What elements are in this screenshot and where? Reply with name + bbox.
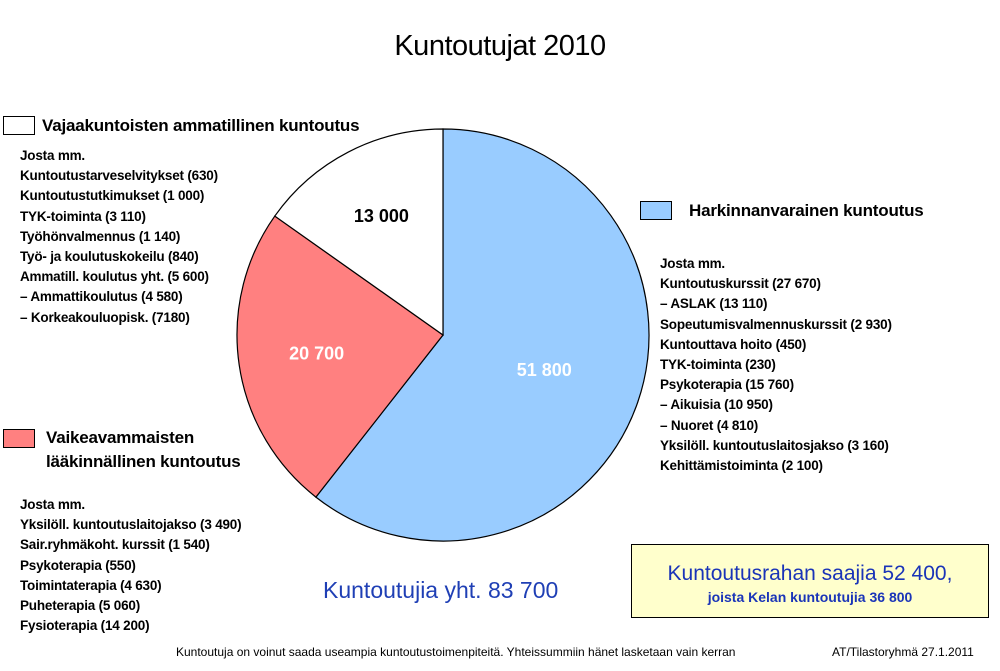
detail-item: TYK-toiminta (3 110) (20, 208, 146, 224)
details-vaik: Josta mm. Yksilöll. kuntoutuslaitojakso (… (20, 495, 242, 636)
detail-item: Yksilöll. kuntoutuslaitosjakso (3 160) (660, 437, 889, 453)
pie-slice-value-label: 20 700 (289, 344, 344, 364)
legend-label-hark: Harkinnanvarainen kuntoutus (689, 201, 924, 220)
total-label: Kuntoutujia yht. 83 700 (323, 577, 559, 603)
pie-slice (273, 128, 444, 337)
detail-item: Sair.ryhmäkoht. kurssit (1 540) (20, 537, 210, 553)
details-vaja: Josta mm. Kuntoutustarveselvitykset (630)… (20, 146, 218, 328)
detail-item: Psykoterapia (15 760) (660, 377, 794, 393)
detail-item: Kuntoutuskurssit (27 670) (660, 276, 821, 292)
detail-item: Kuntoutustarveselvitykset (630) (20, 168, 218, 184)
detail-item: Psykoterapia (550) (20, 557, 136, 573)
detail-item: Yksilöll. kuntoutuslaitojakso (3 490) (20, 517, 242, 533)
detail-item: Puheterapia (5 060) (20, 597, 141, 613)
detail-item: Sopeutumisvalmennuskurssit (2 930) (660, 316, 892, 332)
detail-item: Josta mm. (660, 256, 725, 271)
kuntoutusraha-box: Kuntoutusrahan saajia 52 400, joista Kel… (631, 544, 989, 618)
detail-item: Kehittämistoiminta (2 100) (660, 457, 823, 473)
legend-swatch-vaik (3, 429, 35, 448)
detail-item: Toimintaterapia (4 630) (20, 577, 162, 593)
details-hark: Josta mm. Kuntoutuskurssit (27 670) – ASLA… (660, 254, 892, 476)
detail-item: Työhönvalmennus (1 140) (20, 228, 181, 244)
detail-item: Ammatill. koulutus yht. (5 600) (20, 269, 209, 285)
detail-item: Työ- ja koulutuskokeilu (840) (20, 248, 199, 264)
pie-slice-value-label: 51 800 (517, 360, 572, 380)
legend-swatch-hark (640, 201, 672, 220)
chart-title: Kuntoutujat 2010 (394, 30, 606, 62)
footnote: Kuntoutuja on voinut saada useampia kunt… (176, 645, 736, 659)
pie-slice (236, 215, 444, 498)
detail-item: – Ammattikoulutus (4 580) (20, 289, 183, 305)
legend-swatch-vaja (3, 116, 35, 135)
legend-label-vaik-1: Vaikeavammaisten (46, 428, 195, 447)
legend-label-vaik-2: lääkinnällinen kuntoutus (46, 452, 241, 471)
detail-item: Kuntoutustutkimukset (1 000) (20, 188, 205, 204)
detail-item: – Korkeakouluopisk. (7180) (20, 309, 190, 325)
detail-item: – Nuoret (4 810) (660, 417, 759, 433)
kuntoutusraha-line1: Kuntoutusrahan saajia 52 400, (667, 562, 953, 585)
detail-item: Josta mm. (20, 148, 85, 163)
detail-item: – ASLAK (13 110) (660, 296, 768, 312)
pie-slice-value-label: 13 000 (354, 206, 409, 226)
detail-item: – Aikuisia (10 950) (660, 397, 773, 413)
source-note: AT/Tilastoryhmä 27.1.2011 (832, 645, 974, 659)
pie-slice (315, 128, 650, 542)
detail-item: Fysioterapia (14 200) (20, 618, 150, 634)
detail-item: Kuntouttava hoito (450) (660, 336, 807, 352)
legend-label-vaja: Vajaakuntoisten ammatillinen kuntoutus (42, 116, 360, 135)
detail-item: TYK-toiminta (230) (660, 356, 776, 372)
detail-item: Josta mm. (20, 497, 85, 512)
kuntoutusraha-line2: joista Kelan kuntoutujia 36 800 (707, 589, 913, 605)
